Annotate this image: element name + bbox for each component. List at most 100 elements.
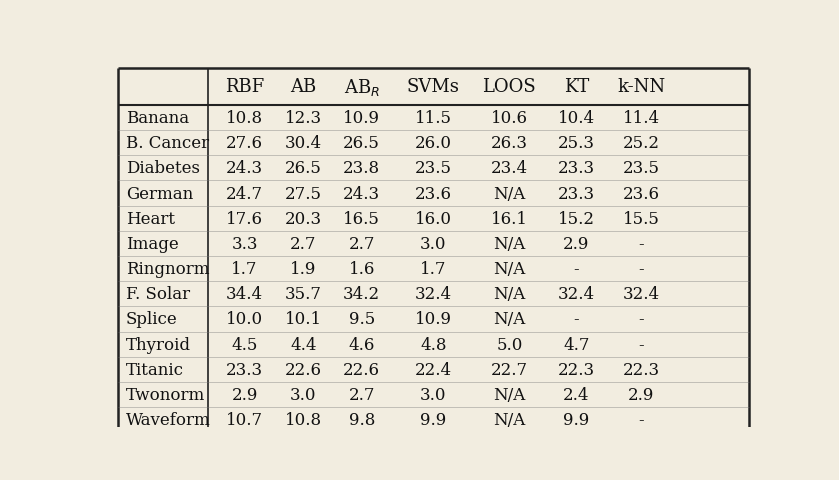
Text: 3.0: 3.0 [290, 386, 316, 403]
Text: 26.5: 26.5 [343, 135, 380, 152]
Text: 16.5: 16.5 [343, 210, 380, 227]
Text: 1.6: 1.6 [348, 261, 375, 277]
Text: 27.5: 27.5 [284, 185, 321, 202]
Text: 32.4: 32.4 [558, 286, 595, 302]
Text: -: - [574, 311, 579, 328]
Text: 15.5: 15.5 [623, 210, 659, 227]
Text: 10.6: 10.6 [491, 110, 528, 127]
Text: 23.5: 23.5 [623, 160, 659, 177]
Text: AB: AB [290, 78, 316, 96]
Text: 32.4: 32.4 [623, 286, 659, 302]
Text: 9.8: 9.8 [348, 411, 375, 428]
Text: 17.6: 17.6 [227, 210, 263, 227]
Text: Thyroid: Thyroid [126, 336, 190, 353]
Text: 12.3: 12.3 [284, 110, 321, 127]
Text: Banana: Banana [126, 110, 189, 127]
Text: 2.9: 2.9 [563, 235, 590, 252]
Text: F. Solar: F. Solar [126, 286, 190, 302]
Text: N/A: N/A [493, 261, 525, 277]
Text: 23.4: 23.4 [491, 160, 528, 177]
Text: 2.9: 2.9 [232, 386, 258, 403]
Text: 22.6: 22.6 [284, 361, 321, 378]
Text: 10.8: 10.8 [284, 411, 321, 428]
Text: N/A: N/A [493, 235, 525, 252]
Text: 10.4: 10.4 [558, 110, 595, 127]
Text: -: - [638, 411, 644, 428]
Text: 2.7: 2.7 [348, 386, 375, 403]
Text: 10.9: 10.9 [414, 311, 451, 328]
Text: 4.6: 4.6 [348, 336, 375, 353]
Text: LOOS: LOOS [482, 78, 536, 96]
Text: German: German [126, 185, 193, 202]
Text: Diabetes: Diabetes [126, 160, 200, 177]
Text: 11.5: 11.5 [414, 110, 451, 127]
Text: 3.3: 3.3 [232, 235, 258, 252]
Text: 16.0: 16.0 [414, 210, 451, 227]
Text: Splice: Splice [126, 311, 177, 328]
Text: 2.9: 2.9 [628, 386, 654, 403]
Text: 9.9: 9.9 [563, 411, 590, 428]
Text: 22.3: 22.3 [623, 361, 659, 378]
Text: 5.0: 5.0 [496, 336, 523, 353]
Text: N/A: N/A [493, 311, 525, 328]
Text: 23.6: 23.6 [414, 185, 451, 202]
Text: 25.2: 25.2 [623, 135, 659, 152]
Text: N/A: N/A [493, 286, 525, 302]
Text: 22.4: 22.4 [414, 361, 451, 378]
Text: 10.1: 10.1 [284, 311, 321, 328]
Text: N/A: N/A [493, 185, 525, 202]
Text: 23.3: 23.3 [558, 185, 595, 202]
Text: 9.5: 9.5 [348, 311, 375, 328]
Text: 26.3: 26.3 [491, 135, 528, 152]
Text: 24.7: 24.7 [227, 185, 263, 202]
Text: Twonorm: Twonorm [126, 386, 205, 403]
Text: 23.6: 23.6 [623, 185, 659, 202]
Text: 23.5: 23.5 [414, 160, 451, 177]
Text: 22.7: 22.7 [491, 361, 528, 378]
Text: 1.7: 1.7 [232, 261, 258, 277]
Text: 27.6: 27.6 [227, 135, 263, 152]
Text: 2.7: 2.7 [348, 235, 375, 252]
Text: 26.5: 26.5 [284, 160, 321, 177]
Text: 22.6: 22.6 [343, 361, 380, 378]
Text: k-NN: k-NN [618, 78, 665, 96]
Text: 34.2: 34.2 [343, 286, 380, 302]
Text: 4.7: 4.7 [563, 336, 590, 353]
Text: 10.9: 10.9 [343, 110, 380, 127]
Text: 32.4: 32.4 [414, 286, 451, 302]
Text: 1.9: 1.9 [290, 261, 316, 277]
Text: 9.9: 9.9 [420, 411, 446, 428]
Text: 25.3: 25.3 [558, 135, 595, 152]
Text: SVMs: SVMs [407, 78, 460, 96]
Text: -: - [574, 261, 579, 277]
Text: 24.3: 24.3 [343, 185, 380, 202]
Text: N/A: N/A [493, 386, 525, 403]
Text: -: - [638, 311, 644, 328]
Text: 3.0: 3.0 [420, 235, 446, 252]
Text: 4.5: 4.5 [232, 336, 258, 353]
Text: -: - [638, 235, 644, 252]
Text: 16.1: 16.1 [491, 210, 528, 227]
Text: 24.3: 24.3 [227, 160, 263, 177]
Text: 23.3: 23.3 [558, 160, 595, 177]
Text: 15.2: 15.2 [558, 210, 595, 227]
Text: 23.8: 23.8 [343, 160, 380, 177]
Text: 23.3: 23.3 [227, 361, 263, 378]
Text: RBF: RBF [225, 78, 264, 96]
Text: 30.4: 30.4 [284, 135, 321, 152]
Text: Waveform: Waveform [126, 411, 211, 428]
Text: B. Cancer: B. Cancer [126, 135, 209, 152]
Text: -: - [638, 336, 644, 353]
Text: 4.8: 4.8 [420, 336, 446, 353]
Text: AB$_R$: AB$_R$ [344, 77, 380, 97]
Text: 20.3: 20.3 [284, 210, 321, 227]
Text: 4.4: 4.4 [290, 336, 316, 353]
Text: 2.7: 2.7 [290, 235, 316, 252]
Text: N/A: N/A [493, 411, 525, 428]
Text: 2.4: 2.4 [563, 386, 590, 403]
Text: KT: KT [564, 78, 589, 96]
Text: Titanic: Titanic [126, 361, 184, 378]
Text: 22.3: 22.3 [558, 361, 595, 378]
Text: Image: Image [126, 235, 179, 252]
Text: 35.7: 35.7 [284, 286, 321, 302]
